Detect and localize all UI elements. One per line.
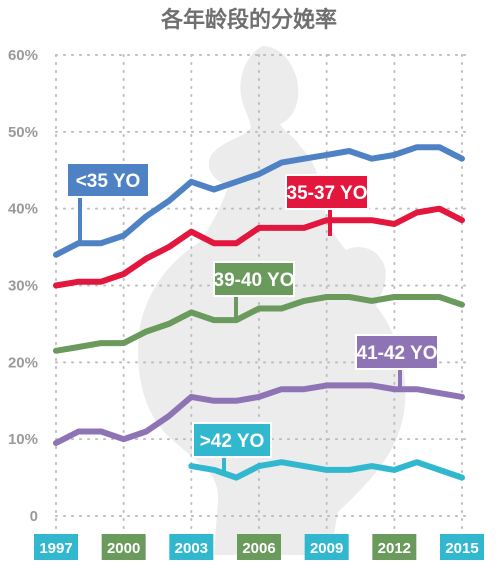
x-tick-box <box>440 534 484 560</box>
y-tick-label: 30% <box>8 278 38 295</box>
x-tick-box <box>372 534 417 560</box>
series-line <box>53 294 465 354</box>
y-tick-label: 60% <box>8 47 38 64</box>
series-label: 39-40 YO <box>214 270 295 291</box>
x-tick-label: 2012 <box>378 540 411 557</box>
series-label: 35-37 YO <box>287 183 368 204</box>
series-label: 41-42 YO <box>357 343 438 364</box>
series-label: >42 YO <box>200 431 265 452</box>
series-label-box <box>285 174 369 210</box>
series-label-box <box>213 261 295 297</box>
series-line <box>188 459 465 481</box>
series-labels: <35 YO 35-37 YO 39-40 YO 41-42 YO >42 YO <box>66 162 439 471</box>
y-tick-label: 0 <box>30 508 38 525</box>
series-label-box <box>355 334 439 370</box>
x-tick-label: 2015 <box>445 540 478 557</box>
y-tick-label: 10% <box>8 431 38 448</box>
x-tick-box <box>101 534 146 560</box>
x-tick-label: 2006 <box>242 540 275 557</box>
series-line <box>53 205 465 289</box>
series-label: <35 YO <box>76 171 141 192</box>
x-tick-label: 2009 <box>310 540 343 557</box>
x-tick-label: 2003 <box>175 540 208 557</box>
series-line <box>53 144 465 258</box>
x-tick-label: 1997 <box>39 540 72 557</box>
chart-title: 各年龄段的分娩率 <box>160 7 337 33</box>
y-tick-label: 20% <box>8 354 38 371</box>
x-axis-ticks: 1997 2000 2003 2006 2009 2012 2015 <box>34 534 484 560</box>
x-tick-label: 2000 <box>107 540 140 557</box>
y-tick-label: 40% <box>8 201 38 218</box>
series-label-box <box>192 422 272 458</box>
y-axis-ticks: 0 10% 20% 30% 40% 50% 60% <box>8 47 38 525</box>
series-lines <box>53 144 465 481</box>
x-tick-box <box>169 534 214 560</box>
x-tick-box <box>237 534 281 560</box>
series-label-box <box>66 162 150 198</box>
x-tick-box <box>304 534 349 560</box>
series-line <box>53 382 465 446</box>
x-tick-box <box>34 534 78 560</box>
y-tick-label: 50% <box>8 124 38 141</box>
